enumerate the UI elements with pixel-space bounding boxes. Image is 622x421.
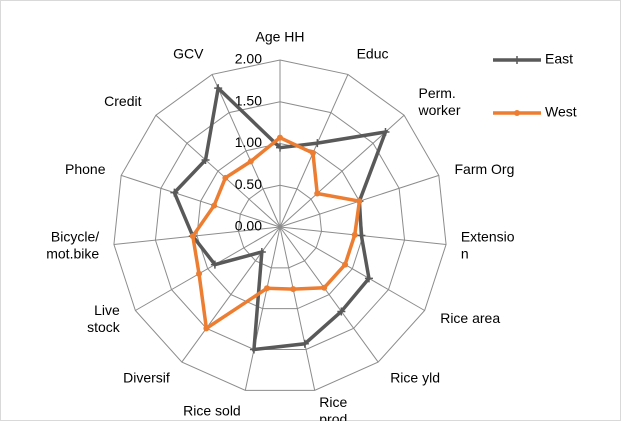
category-label: Rice area — [440, 310, 500, 326]
spoke — [135, 226, 281, 311]
marker — [381, 128, 390, 137]
spoke — [279, 226, 316, 391]
grid-line — [154, 101, 406, 351]
spoke — [155, 114, 281, 228]
marker — [214, 84, 223, 93]
category-label: Educ — [357, 46, 389, 62]
marker — [290, 286, 297, 293]
series-line — [190, 136, 362, 332]
marker — [247, 158, 254, 165]
marker — [211, 202, 218, 209]
marker — [356, 198, 363, 205]
grid-line — [196, 142, 364, 310]
marker — [321, 284, 328, 291]
spoke — [279, 226, 425, 311]
grid-line — [113, 59, 447, 391]
category-label: Extensio n — [461, 228, 515, 261]
y-tick-label: 1.00 — [235, 134, 262, 150]
marker — [257, 247, 266, 256]
category-label: Bicycle/mot.bike — [46, 228, 99, 261]
grid-line — [237, 184, 323, 269]
marker — [351, 231, 358, 238]
legend-marker — [513, 56, 521, 64]
category-label: Perm. worker — [417, 85, 460, 118]
legend-label: East — [545, 51, 573, 67]
marker — [364, 274, 373, 283]
category-label: Credit — [104, 93, 141, 109]
spoke — [113, 226, 281, 245]
category-label: Diversif — [123, 369, 170, 385]
marker — [277, 134, 283, 141]
marker — [342, 261, 349, 268]
spoke — [244, 226, 281, 391]
marker — [276, 143, 284, 152]
marker — [337, 307, 346, 316]
marker — [263, 285, 270, 292]
marker — [196, 270, 203, 277]
marker — [201, 155, 210, 164]
marker — [249, 345, 258, 354]
category-label: Live stock — [87, 302, 121, 335]
spoke — [211, 74, 281, 228]
marker — [314, 190, 321, 197]
marker — [170, 188, 179, 197]
marker — [189, 233, 196, 240]
legend-marker — [514, 110, 520, 116]
category-label: Age HH — [255, 29, 304, 45]
marker — [203, 325, 210, 332]
y-tick-label: 0.00 — [235, 218, 262, 234]
series-line — [172, 84, 389, 352]
marker — [300, 339, 309, 348]
category-label: Rice sold — [183, 402, 241, 418]
spoke — [121, 174, 281, 228]
marker — [313, 139, 322, 148]
category-label: Phone — [65, 161, 106, 177]
category-label: Rice prod — [319, 394, 347, 421]
marker — [210, 260, 219, 269]
spoke — [279, 226, 379, 363]
y-tick-label: 2.00 — [235, 51, 262, 67]
legend-label: West — [545, 104, 577, 120]
category-label: GCV — [173, 46, 204, 62]
marker — [357, 231, 366, 240]
marker — [222, 174, 229, 181]
category-label: Rice yld — [390, 369, 440, 385]
y-tick-label: 0.50 — [235, 176, 262, 192]
category-label: Farm Org — [454, 161, 514, 177]
y-tick-label: 1.50 — [235, 92, 262, 108]
spoke — [181, 226, 281, 363]
marker — [309, 150, 316, 157]
